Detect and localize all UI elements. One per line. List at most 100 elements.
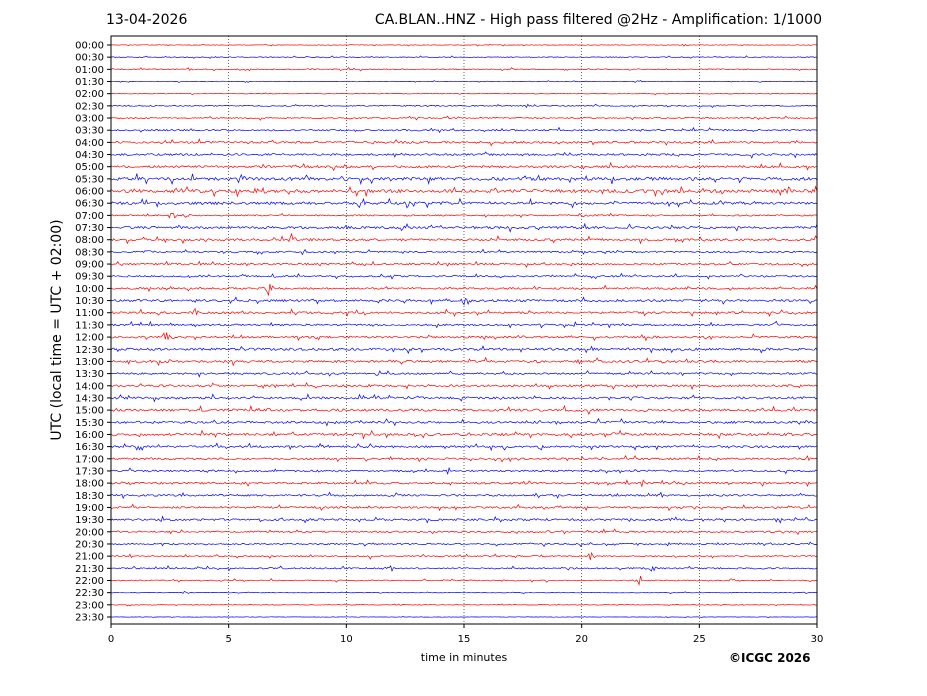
seismic-trace	[110, 393, 818, 403]
y-tick-label: 16:30	[75, 442, 104, 453]
seismic-trace	[110, 260, 818, 269]
y-tick-label: 10:30	[75, 296, 104, 307]
y-tick-label: 18:00	[75, 479, 104, 490]
y-tick-label: 16:00	[75, 430, 104, 441]
y-tick-label: 13:00	[75, 357, 104, 368]
y-tick-label: 14:00	[75, 381, 104, 392]
y-tick-label: 06:00	[75, 187, 104, 198]
y-tick-label: 03:30	[75, 126, 104, 137]
y-tick-label: 00:30	[75, 53, 104, 64]
seismic-trace	[110, 55, 818, 59]
seismic-trace	[110, 541, 818, 548]
y-tick-label: 20:00	[75, 527, 104, 538]
y-tick-label: 04:30	[75, 150, 104, 161]
y-tick-label: 01:30	[75, 77, 104, 88]
seismic-trace	[110, 590, 817, 595]
seismic-trace	[110, 442, 818, 452]
seismic-trace	[110, 43, 818, 47]
y-tick-label: 13:30	[75, 369, 104, 380]
seismic-trace	[110, 491, 818, 499]
seismic-trace	[110, 92, 818, 96]
x-tick-label: 15	[458, 634, 471, 645]
x-tick-label: 20	[575, 634, 588, 645]
grid-lines	[228, 36, 700, 624]
seismic-trace	[110, 551, 818, 561]
x-ticks: 0 5 10 15 20 25 30	[108, 624, 824, 645]
seismic-trace	[110, 115, 818, 121]
y-tick-label: 15:00	[75, 406, 104, 417]
y-tick-label: 01:00	[75, 65, 104, 76]
seismic-trace	[110, 185, 818, 198]
seismic-trace	[111, 528, 818, 535]
seismic-trace	[110, 161, 818, 172]
y-tick-label: 07:00	[75, 211, 104, 222]
y-tick-label: 17:30	[75, 466, 104, 477]
seismic-trace	[110, 515, 818, 524]
seismic-trace	[110, 404, 818, 416]
seismic-trace	[111, 616, 817, 619]
y-tick-label: 19:30	[75, 515, 104, 526]
seismic-trace	[110, 212, 818, 219]
y-tick-label: 05:00	[75, 162, 104, 173]
y-tick-label: 22:30	[75, 588, 104, 599]
y-tick-label: 15:30	[75, 418, 104, 429]
seismic-trace	[110, 126, 818, 134]
y-tick-label: 09:30	[75, 272, 104, 283]
seismic-trace	[110, 283, 818, 297]
x-tick-label: 0	[108, 634, 114, 645]
seismic-trace	[111, 417, 818, 427]
copyright-label: ©ICGC 2026	[729, 651, 811, 665]
y-tick-label: 11:00	[75, 308, 104, 319]
x-tick-label: 30	[811, 634, 824, 645]
seismic-trace	[110, 173, 818, 186]
seismic-trace	[110, 67, 818, 72]
y-tick-label: 06:30	[75, 199, 104, 210]
seismic-trace	[110, 565, 818, 573]
y-tick-label: 12:00	[75, 333, 104, 344]
y-tick-label: 04:00	[75, 138, 104, 149]
y-tick-label: 08:30	[75, 247, 104, 258]
y-tick-label: 00:00	[75, 41, 104, 52]
x-tick-label: 25	[693, 634, 706, 645]
seismic-trace	[110, 381, 818, 391]
y-tick-label: 14:30	[75, 393, 104, 404]
seismic-trace	[110, 356, 818, 367]
seismic-trace	[110, 197, 818, 209]
seismic-trace	[110, 307, 818, 317]
seismic-trace	[110, 332, 818, 342]
y-tick-label: 18:30	[75, 491, 104, 502]
y-tick-label: 20:30	[75, 539, 104, 550]
x-tick-label: 10	[340, 634, 353, 645]
seismic-trace	[110, 479, 818, 488]
y-tick-label: 03:00	[75, 114, 104, 125]
x-axis-label: time in minutes	[420, 651, 508, 664]
y-tick-label: 02:30	[75, 101, 104, 112]
y-tick-label: 22:00	[75, 576, 104, 587]
seismic-trace	[110, 103, 818, 109]
seismic-trace	[110, 222, 818, 233]
seismic-trace	[110, 138, 818, 147]
seismic-trace	[110, 232, 818, 245]
seismic-trace	[111, 248, 818, 256]
y-tick-label: 12:30	[75, 345, 104, 356]
y-tick-label: 21:00	[75, 552, 104, 563]
trace-layer	[110, 43, 818, 619]
y-tick-label: 07:30	[75, 223, 104, 234]
y-tick-label: 08:00	[75, 235, 104, 246]
seismic-trace	[110, 603, 817, 607]
seismic-trace	[110, 466, 818, 475]
y-tick-label: 02:00	[75, 89, 104, 100]
y-tick-label: 23:30	[75, 612, 104, 623]
seismic-trace	[110, 429, 818, 440]
y-tick-label: 10:00	[75, 284, 104, 295]
y-tick-label: 09:00	[75, 260, 104, 271]
y-tick-label: 17:00	[75, 454, 104, 465]
y-tick-label: 21:30	[75, 564, 104, 575]
y-tick-label: 11:30	[75, 320, 104, 331]
x-tick-label: 5	[225, 634, 231, 645]
seismic-trace	[110, 151, 818, 159]
seismic-trace	[110, 272, 818, 280]
y-tick-label: 19:00	[75, 503, 104, 514]
date-label: 13-04-2026	[106, 12, 188, 28]
